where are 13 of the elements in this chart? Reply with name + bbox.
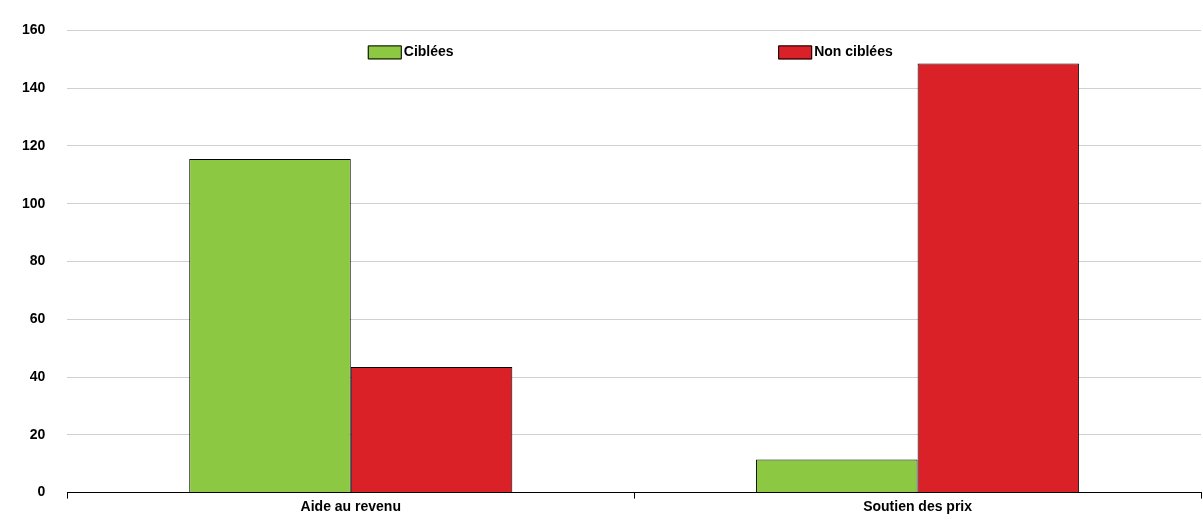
y-tick-label: 20 — [29, 425, 46, 442]
x-tick-label: Soutien des prix — [863, 497, 973, 514]
y-tick-label: 160 — [22, 21, 46, 38]
y-tick-label: 140 — [22, 79, 46, 96]
y-tick-label: 100 — [22, 194, 46, 211]
y-tick-label: 60 — [29, 310, 46, 327]
legend-label: Non ciblées — [814, 43, 893, 60]
x-tick-label: Aide au revenu — [300, 497, 401, 514]
y-tick-label: 40 — [29, 367, 46, 384]
y-tick-label: 120 — [22, 136, 46, 153]
y-tick-label: 80 — [29, 252, 46, 269]
legend-label: Ciblées — [403, 43, 454, 60]
y-tick-label: 0 — [37, 483, 46, 500]
